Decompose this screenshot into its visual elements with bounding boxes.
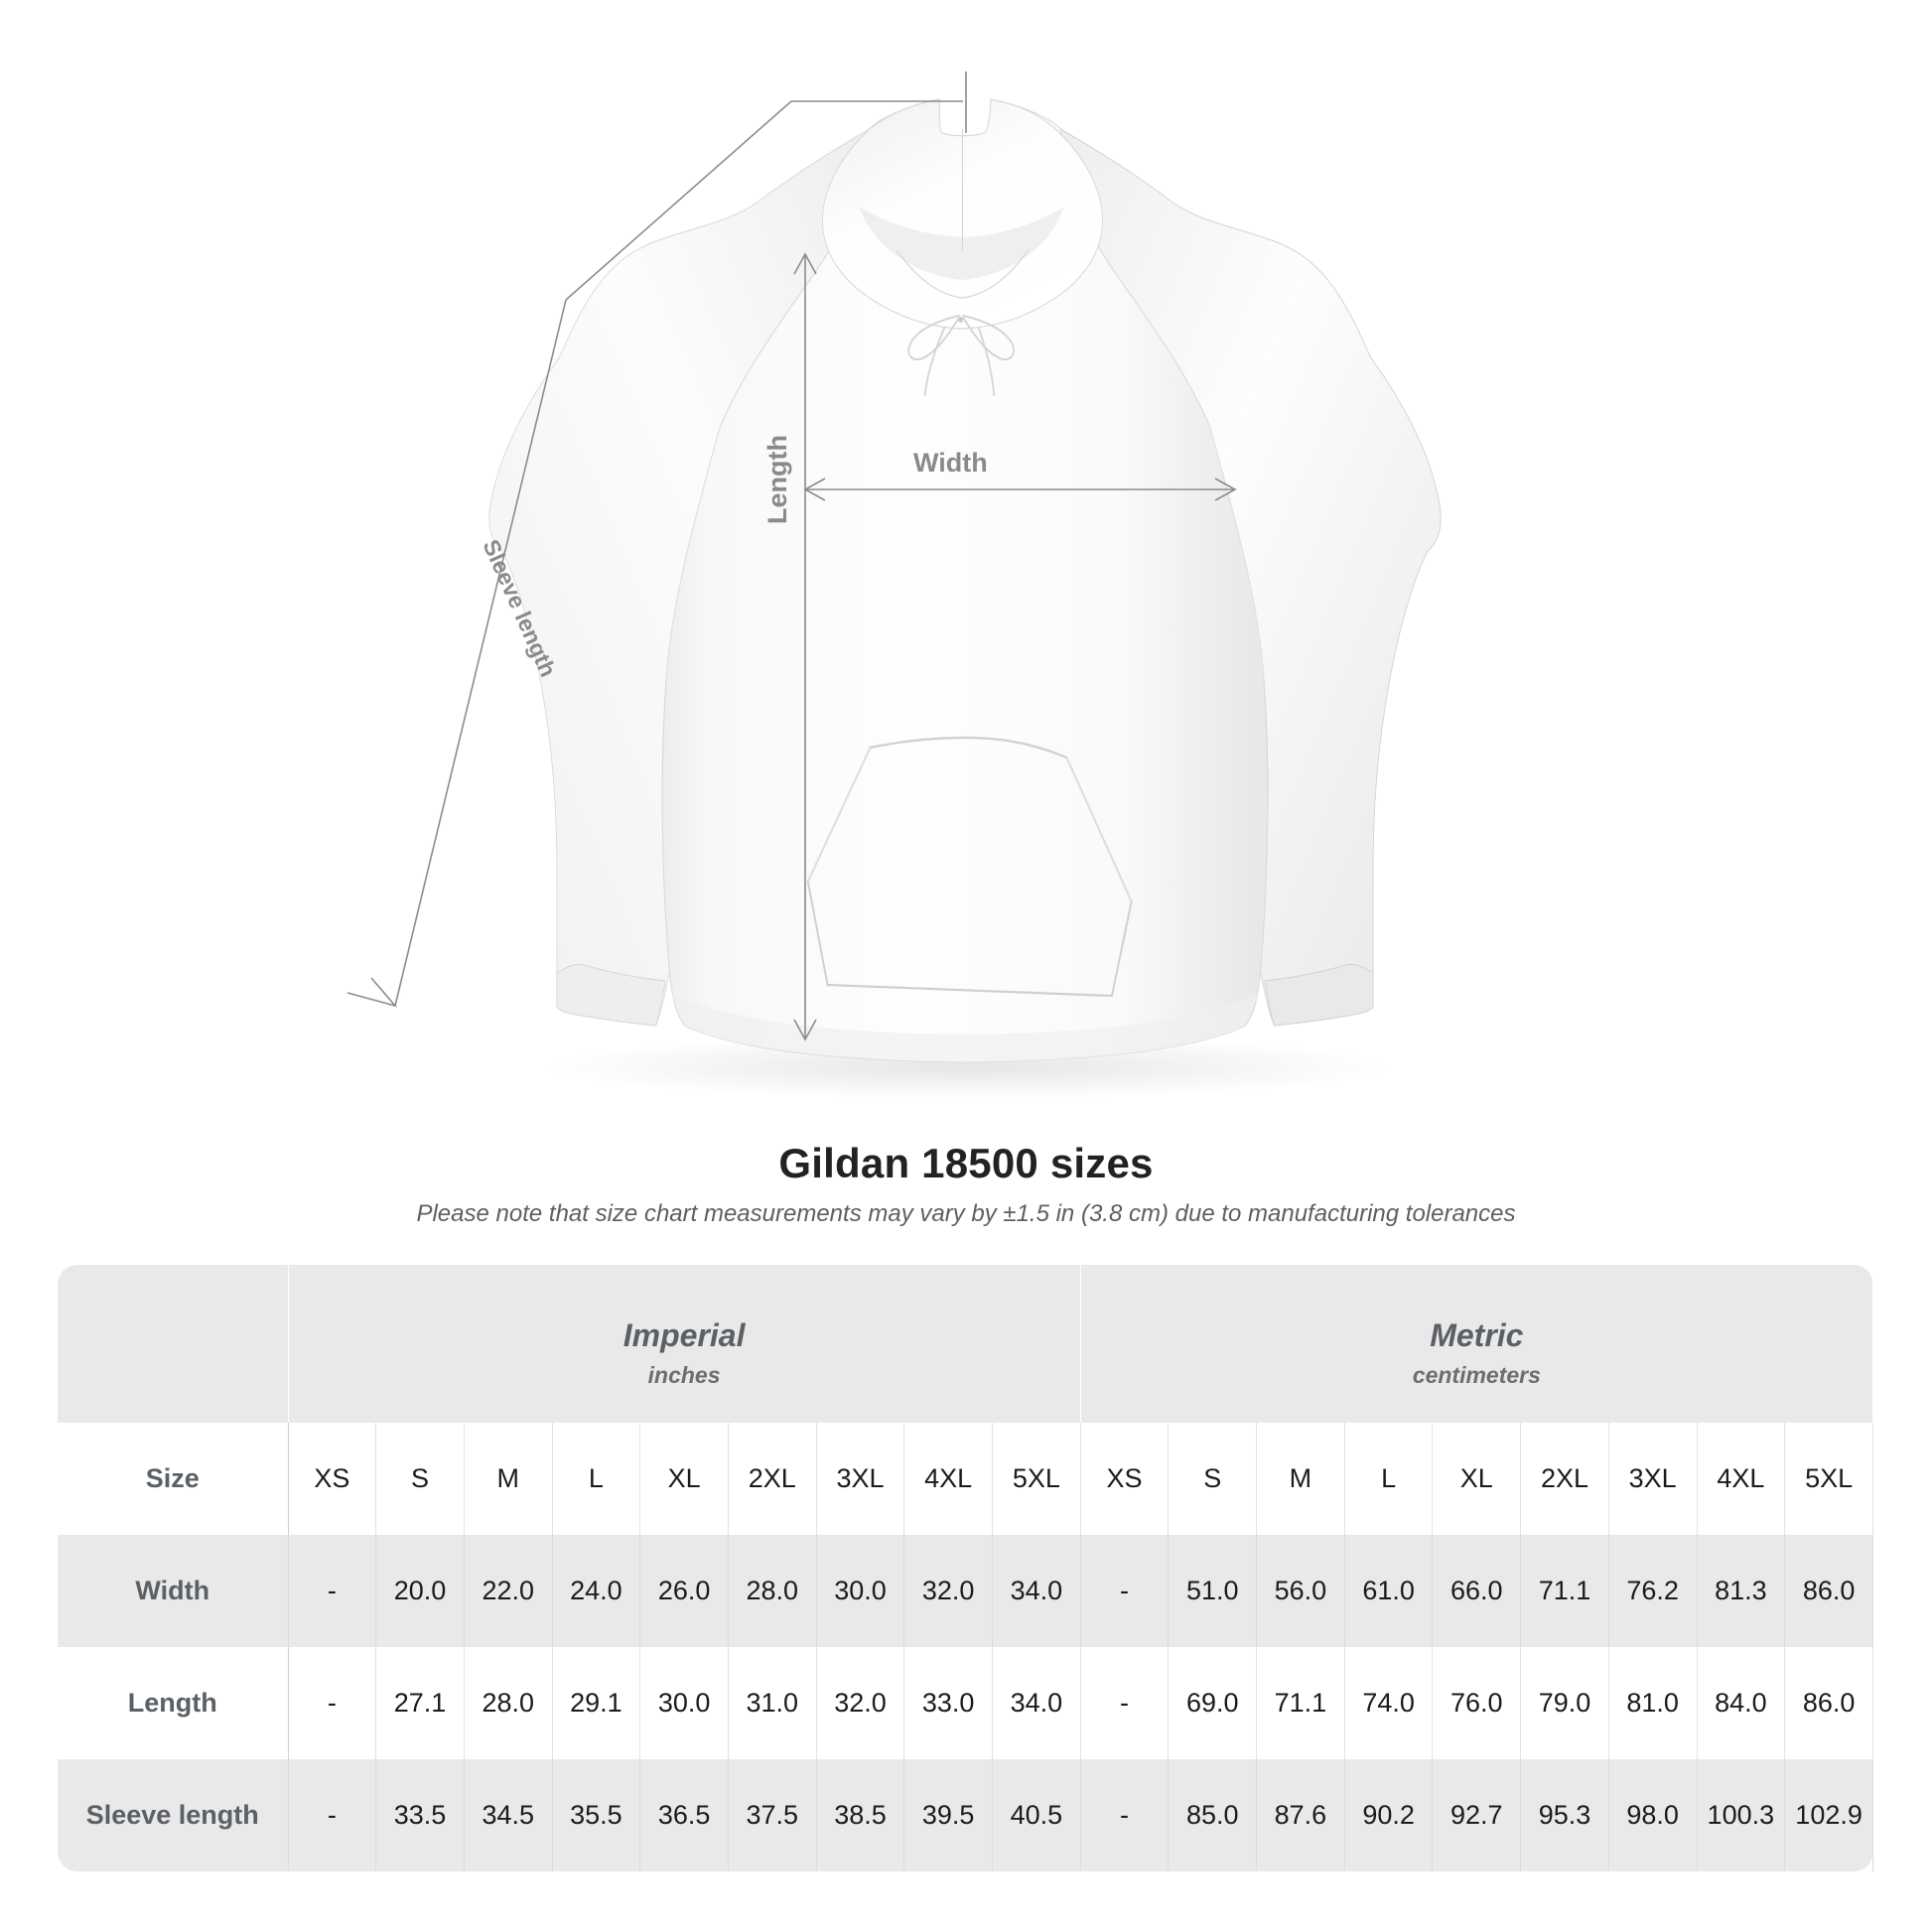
svg-text:Width: Width	[913, 448, 988, 478]
svg-text:Length: Length	[762, 435, 792, 524]
